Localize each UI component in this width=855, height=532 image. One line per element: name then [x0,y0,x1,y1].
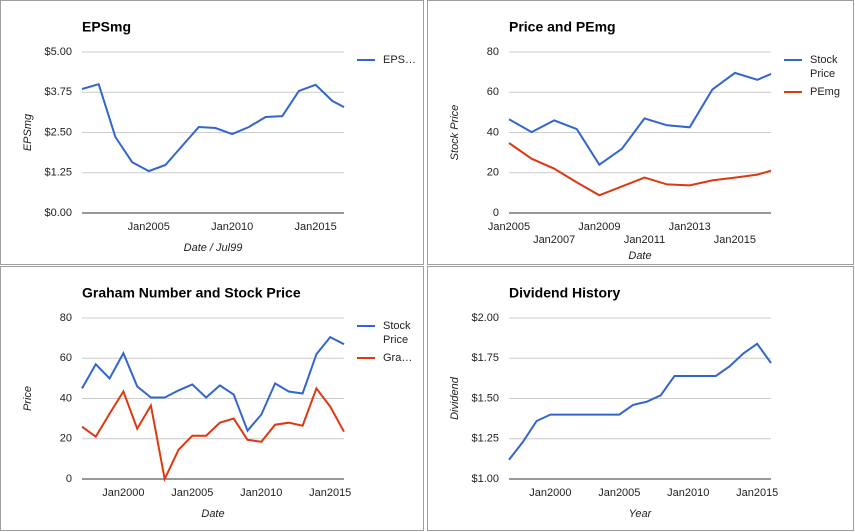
x-tick-label: Jan2010 [667,487,709,499]
x-tick-label: Jan2010 [240,487,282,499]
x-tick-label: Jan2015 [309,487,351,499]
legend-label-line: Price [810,68,835,80]
series-line [81,386,345,483]
chart-title: Price and PEmg [509,19,616,35]
legend-label-line: Price [383,334,408,346]
x-axis-title: Date [628,250,651,262]
series-line [508,142,772,197]
x-tick-label: Jan2015 [736,487,778,499]
y-axis-title: Stock Price [449,105,461,161]
legend-label: PEmg [810,86,840,98]
chart: Graham Number and Stock Price 0 20 40 60 80 Ja… [22,285,412,520]
x-tick-label: Jan2005 [488,221,530,233]
y-tick-label: 40 [60,392,72,404]
x-axis-title: Year [629,508,653,520]
y-tick-label: $5.00 [44,46,72,58]
chart-title: Dividend History [509,285,620,301]
x-tick-label: Jan2013 [669,221,711,233]
y-tick-label: 40 [487,126,499,138]
x-tick-label: Jan2011 [624,234,665,246]
chart: Price and PEmg020406080Jan2005Jan2007Jan… [449,19,840,262]
x-tick-label: Jan2005 [598,487,640,499]
x-tick-label: Jan2015 [295,221,337,233]
x-tick-label: Jan2000 [529,487,571,499]
y-tick-label: $0.00 [44,207,72,219]
x-axis-title: Date / Jul99 [184,242,243,254]
y-tick-label: $1.50 [471,392,499,404]
y-axis-title: Dividend [449,376,461,420]
y-tick-label: 80 [487,46,499,58]
y-tick-label: $1.25 [471,433,499,445]
legend-label-line: Stock [383,320,411,332]
x-tick-label: Jan2009 [578,221,620,233]
y-tick-label: 80 [60,312,72,324]
series-line [81,82,345,173]
x-tick-label: Jan2000 [102,487,144,499]
x-tick-label: Jan2015 [714,234,756,246]
x-axis-title: Date [201,508,224,520]
x-tick-label: Jan2005 [171,487,213,499]
legend-label: Gra… [383,352,412,364]
legend-label-line: Stock [810,54,838,66]
y-tick-label: 0 [493,207,499,219]
chart-title: EPSmg [82,19,131,35]
y-tick-label: $3.75 [44,86,72,98]
y-tick-label: 0 [66,473,72,485]
y-axis-title: Price [22,386,34,411]
y-tick-label: 60 [60,352,72,364]
y-tick-label: $1.25 [44,167,72,179]
legend-label: Stock Price [383,320,411,346]
y-axis-title: EPSmg [22,113,34,151]
y-tick-label: $2.00 [471,312,499,324]
y-tick-label: 20 [60,433,72,445]
y-tick-label: 60 [487,86,499,98]
series-line [508,342,772,461]
chart: EPSmg $0.00 $1.25 $2.50 $3.75 $5.00 Jan2005 Jan… [22,19,416,254]
y-tick-label: $1.00 [471,473,499,485]
legend-label: EPS… [383,54,416,66]
chart-title: Graham Number and Stock Price [82,285,301,301]
x-tick-label: Jan2007 [533,234,575,246]
legend-label: Stock Price [810,54,838,80]
series-line [81,335,345,433]
chart: Dividend History $1.00 $1.25 $1.50 $1.75 $2.0… [449,285,778,520]
y-tick-label: $2.50 [44,126,72,138]
y-tick-label: 20 [487,167,499,179]
series-line [508,71,772,167]
y-tick-label: $1.75 [471,352,499,364]
x-tick-label: Jan2005 [128,221,170,233]
x-tick-label: Jan2010 [211,221,253,233]
